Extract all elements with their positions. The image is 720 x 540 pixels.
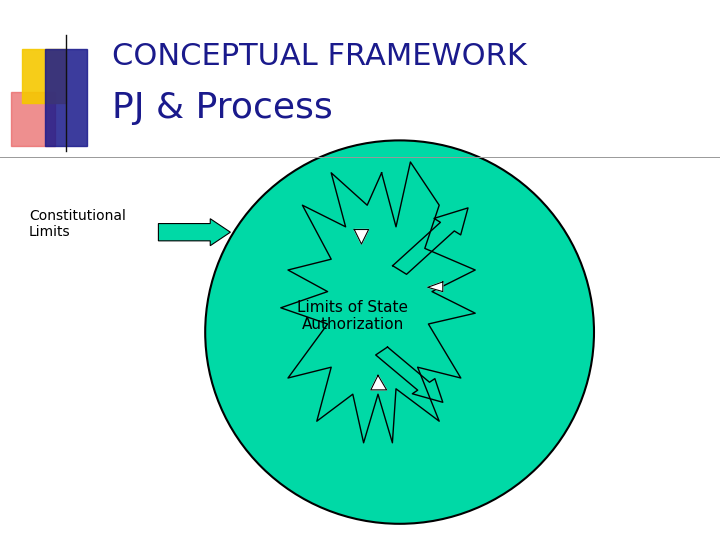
Polygon shape	[371, 375, 387, 390]
Text: PJ & Process: PJ & Process	[112, 91, 333, 125]
Bar	[11, 92, 55, 146]
Text: Constitutional
Limits: Constitutional Limits	[29, 209, 126, 239]
Ellipse shape	[205, 140, 594, 524]
Polygon shape	[354, 230, 369, 244]
Text: Limits of State
Authorization: Limits of State Authorization	[297, 300, 408, 332]
Polygon shape	[428, 282, 443, 292]
FancyArrow shape	[158, 219, 230, 246]
Bar	[45, 49, 87, 146]
Text: CONCEPTUAL FRAMEWORK: CONCEPTUAL FRAMEWORK	[112, 42, 526, 71]
Bar	[22, 49, 66, 103]
